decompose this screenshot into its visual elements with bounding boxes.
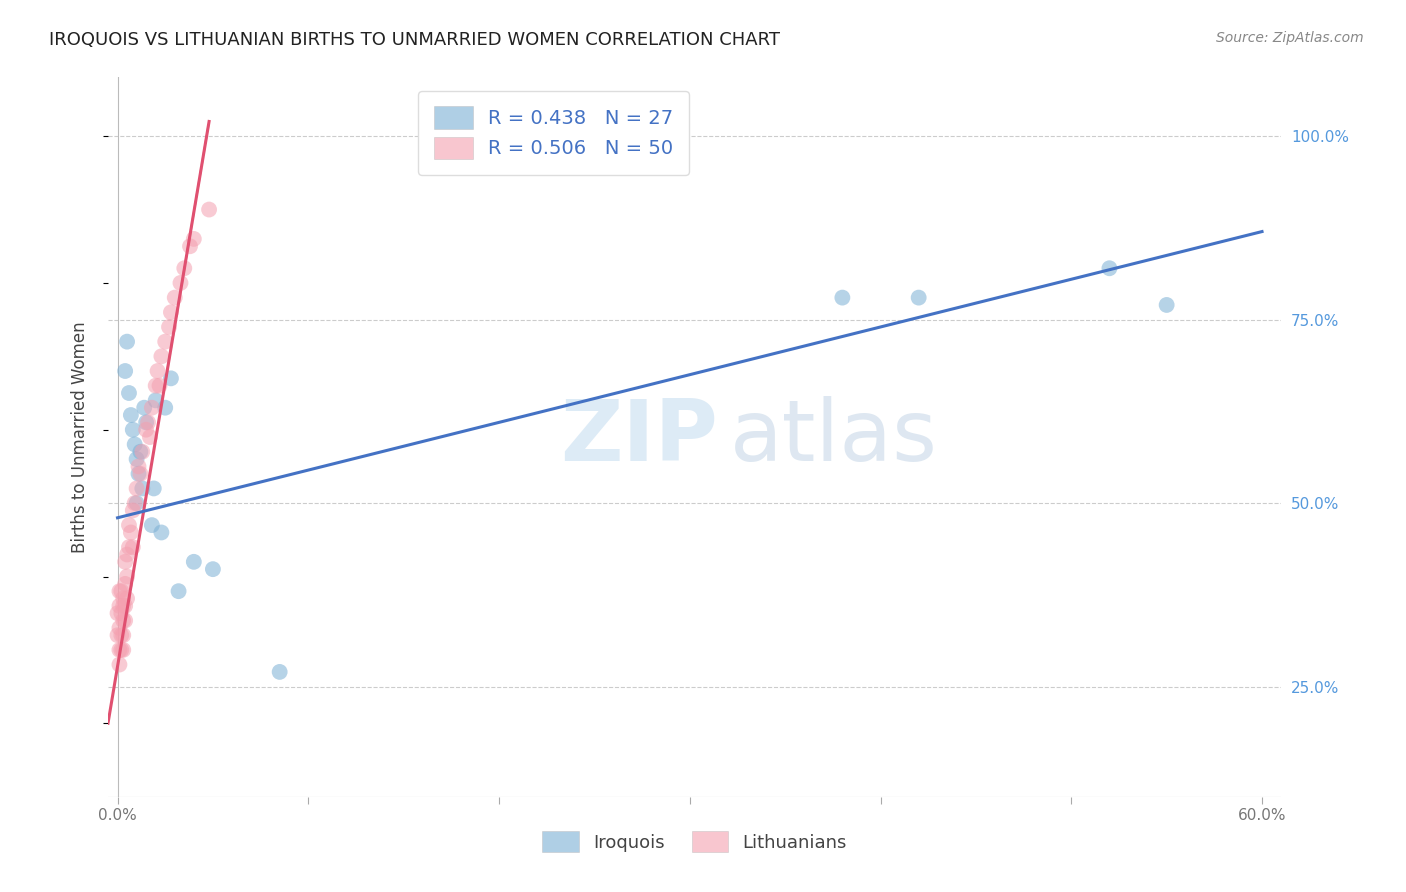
- Point: [121, 540, 143, 554]
- Point: [141, 401, 163, 415]
- Point: [135, 416, 157, 430]
- Point: [167, 584, 190, 599]
- Point: [114, 555, 136, 569]
- Point: [134, 401, 156, 415]
- Point: [128, 459, 150, 474]
- Point: [163, 291, 186, 305]
- Point: [173, 261, 195, 276]
- Y-axis label: Births to Unmarried Women: Births to Unmarried Women: [72, 321, 89, 553]
- Point: [114, 364, 136, 378]
- Point: [145, 378, 167, 392]
- Point: [155, 401, 177, 415]
- Point: [112, 643, 135, 657]
- Point: [115, 548, 138, 562]
- Point: [145, 393, 167, 408]
- Point: [1098, 261, 1121, 276]
- Point: [155, 334, 177, 349]
- Point: [112, 628, 135, 642]
- Point: [121, 423, 143, 437]
- Point: [907, 291, 929, 305]
- Point: [108, 643, 131, 657]
- Point: [183, 555, 205, 569]
- Point: [148, 378, 170, 392]
- Point: [125, 482, 148, 496]
- Point: [125, 452, 148, 467]
- Point: [146, 364, 169, 378]
- Point: [169, 276, 191, 290]
- Point: [141, 518, 163, 533]
- Point: [139, 430, 162, 444]
- Legend: R = 0.438   N = 27, R = 0.506   N = 50: R = 0.438 N = 27, R = 0.506 N = 50: [419, 91, 689, 175]
- Point: [160, 305, 183, 319]
- Point: [112, 591, 135, 606]
- Point: [125, 496, 148, 510]
- Point: [124, 496, 146, 510]
- Point: [120, 525, 142, 540]
- Point: [108, 621, 131, 635]
- Text: ZIP: ZIP: [560, 395, 718, 478]
- Point: [114, 577, 136, 591]
- Point: [121, 503, 143, 517]
- Point: [131, 482, 153, 496]
- Point: [115, 591, 138, 606]
- Point: [110, 584, 132, 599]
- Point: [120, 408, 142, 422]
- Point: [124, 437, 146, 451]
- Point: [183, 232, 205, 246]
- Point: [108, 657, 131, 672]
- Point: [157, 320, 180, 334]
- Point: [107, 606, 129, 620]
- Point: [115, 334, 138, 349]
- Point: [118, 386, 141, 401]
- Point: [135, 423, 157, 437]
- Point: [1156, 298, 1178, 312]
- Text: Source: ZipAtlas.com: Source: ZipAtlas.com: [1216, 31, 1364, 45]
- Point: [150, 525, 173, 540]
- Point: [118, 518, 141, 533]
- Point: [112, 599, 135, 613]
- Point: [128, 467, 150, 481]
- Text: atlas: atlas: [730, 395, 938, 478]
- Point: [118, 540, 141, 554]
- Point: [115, 569, 138, 583]
- Point: [150, 349, 173, 363]
- Point: [269, 665, 291, 679]
- Point: [110, 628, 132, 642]
- Point: [131, 444, 153, 458]
- Point: [110, 643, 132, 657]
- Point: [108, 584, 131, 599]
- Point: [201, 562, 224, 576]
- Point: [114, 599, 136, 613]
- Point: [108, 599, 131, 613]
- Text: IROQUOIS VS LITHUANIAN BIRTHS TO UNMARRIED WOMEN CORRELATION CHART: IROQUOIS VS LITHUANIAN BIRTHS TO UNMARRI…: [49, 31, 780, 49]
- Point: [179, 239, 201, 253]
- Point: [160, 371, 183, 385]
- Point: [198, 202, 221, 217]
- Point: [129, 467, 152, 481]
- Point: [107, 628, 129, 642]
- Point: [142, 482, 165, 496]
- Point: [112, 614, 135, 628]
- Point: [129, 444, 152, 458]
- Point: [110, 606, 132, 620]
- Point: [831, 291, 853, 305]
- Point: [136, 416, 159, 430]
- Point: [114, 614, 136, 628]
